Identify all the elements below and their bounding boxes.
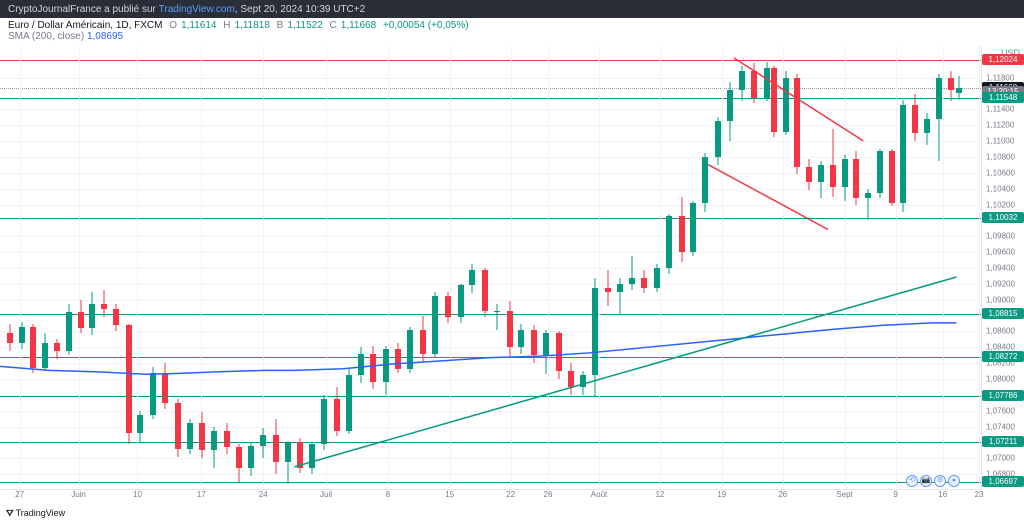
price-label: 1,07786 (982, 390, 1024, 401)
footer: ⛛ TradingView (0, 506, 1024, 520)
y-tick: 1,08600 (986, 327, 1015, 336)
y-tick: 1,07600 (986, 406, 1015, 415)
symbol-title: Euro / Dollar Américain, 1D, FXCM (8, 20, 163, 31)
x-tick: 9 (893, 490, 897, 499)
x-tick: 17 (197, 490, 206, 499)
x-tick: 27 (15, 490, 24, 499)
open-value: 1,11614 (181, 20, 216, 31)
low-value: 1,11522 (287, 20, 322, 31)
price-chart[interactable]: ⟲📷⚙● (0, 46, 982, 490)
publish-timestamp: Sept 20, 2024 10:39 UTC+2 (240, 4, 365, 15)
y-tick: 1,08400 (986, 343, 1015, 352)
price-label: 1,08272 (982, 351, 1024, 362)
x-tick: 26 (544, 490, 553, 499)
y-tick: 1,09000 (986, 295, 1015, 304)
symbol-info-bar: Euro / Dollar Américain, 1D, FXCM O1,116… (0, 18, 1024, 46)
y-tick: 1,09600 (986, 248, 1015, 257)
publisher-verb: a publié sur (104, 4, 156, 15)
x-tick: Juin (71, 490, 86, 499)
close-value: 1,11668 (341, 20, 376, 31)
y-tick: 1,10800 (986, 153, 1015, 162)
price-label: 1,06697 (982, 476, 1024, 487)
y-tick: 1,11200 (986, 121, 1014, 130)
x-tick: 22 (506, 490, 515, 499)
x-tick: 19 (717, 490, 726, 499)
tradingview-icon: ⛛ (6, 508, 14, 519)
x-tick: 26 (778, 490, 787, 499)
x-tick: Sept (836, 490, 852, 499)
y-tick: 1,07000 (986, 454, 1015, 463)
price-label: 1,12024 (982, 54, 1024, 65)
x-tick: 24 (259, 490, 268, 499)
chart-badges: ⟲📷⚙● (905, 474, 961, 487)
sma-value: 1,08695 (87, 31, 123, 42)
y-tick: 1,09400 (986, 264, 1015, 273)
y-tick: 1,09800 (986, 232, 1015, 241)
x-tick: 23 (975, 490, 984, 499)
y-tick: 1,11400 (986, 105, 1014, 114)
y-tick: 1,11000 (986, 137, 1014, 146)
x-tick: 15 (445, 490, 454, 499)
price-label: 1,08815 (982, 308, 1024, 319)
x-tick: 16 (938, 490, 947, 499)
site-link[interactable]: TradingView.com (159, 4, 235, 15)
price-label: 1,07211 (982, 436, 1024, 447)
x-tick: 8 (386, 490, 390, 499)
y-tick: 1,08000 (986, 375, 1015, 384)
publisher-header: CryptoJournalFrance a publié sur Trading… (0, 0, 1024, 18)
sma-label: SMA (200, close) (8, 31, 84, 42)
y-tick: 1,07400 (986, 422, 1015, 431)
y-tick: 1,09200 (986, 279, 1015, 288)
y-axis: USD 1,068001,070001,072001,074001,076001… (982, 46, 1024, 490)
publisher-name: CryptoJournalFrance (8, 4, 101, 15)
x-tick: Juil (320, 490, 332, 499)
brand-name: TradingView (16, 508, 66, 518)
price-label: 1,11548 (982, 92, 1024, 103)
price-label: 1,10032 (982, 212, 1024, 223)
x-tick: 10 (133, 490, 142, 499)
x-tick: 12 (655, 490, 664, 499)
x-axis: 27 Juin 10 17 24 Juil 8 15 22 26 Août 12 19 26 Sept 9 16… (0, 490, 982, 506)
y-tick: 1,11800 (986, 73, 1014, 82)
y-tick: 1,10400 (986, 184, 1015, 193)
y-tick: 1,10600 (986, 168, 1015, 177)
high-value: 1,11818 (234, 20, 269, 31)
y-tick: 1,10200 (986, 200, 1015, 209)
x-tick: Août (591, 490, 607, 499)
change-value: +0,00054 (+0,05%) (383, 20, 469, 31)
